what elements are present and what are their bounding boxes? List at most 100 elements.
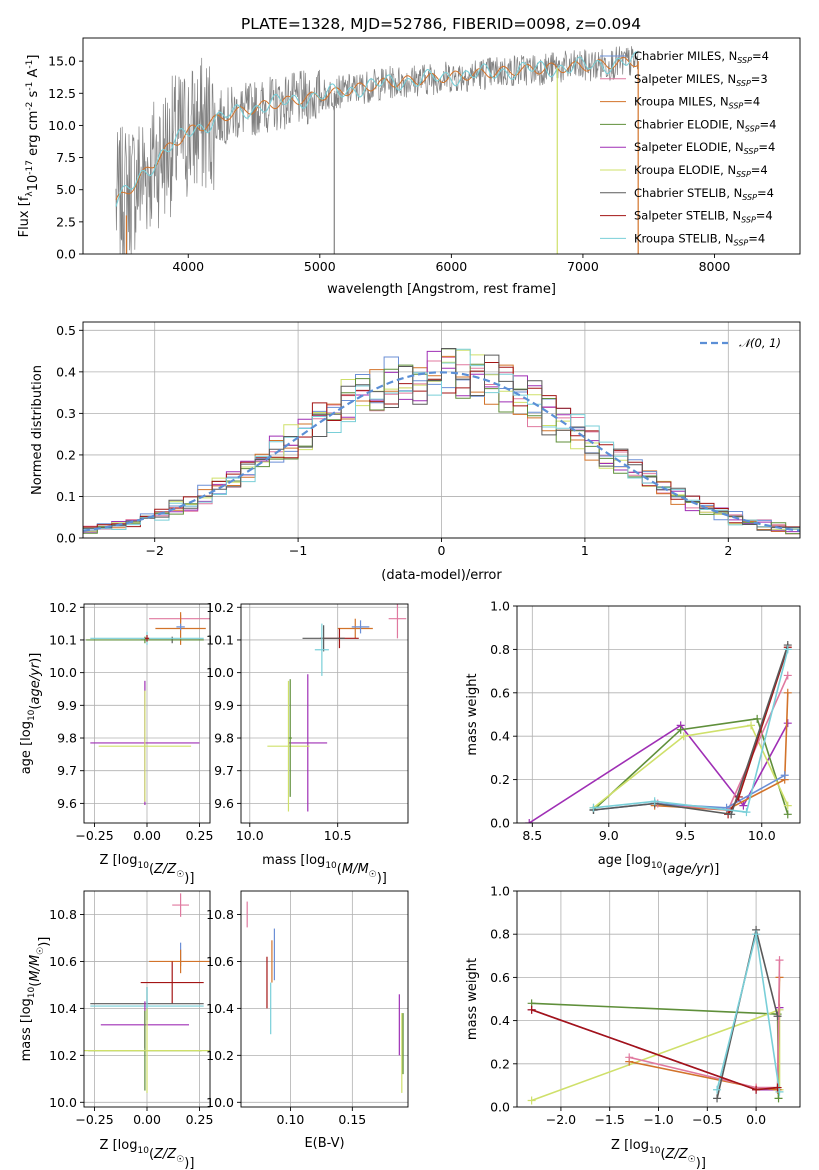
weight_vs_age-ytick-label: 0.4 (490, 729, 510, 744)
legend-label-chabrier_miles: Chabrier MILES, NSSP=4 (634, 49, 769, 65)
weight_vs_age-marker-chabrier_stelib (727, 810, 736, 819)
age_vs_mass-frame (240, 603, 409, 824)
weight_vs_Z-marker-salpeter_stelib (752, 1085, 761, 1094)
age_vs_mass-ytick-label: 9.9 (214, 698, 234, 713)
legend-label-gaussian: 𝒩(0, 1) (739, 336, 781, 350)
spectrum-ytick-label: 7.5 (56, 150, 76, 165)
age_vs_Z-axes: −0.25 0.00 0.25 9.6 9.7 9.8 9.9 10.0 10.1 10.2 Z [… (19, 600, 213, 886)
mass_vs_Z-ytick-label: 10.2 (49, 1048, 77, 1063)
residuals-axes: −2 −1 0 1 2 0.0 0.1 0.2 0.3 0.4 0.5 𝒩(0, 1) (data-mo… (30, 321, 801, 583)
mass_vs_Z-ytick-label: 10.0 (49, 1095, 77, 1110)
spectrum-xtick-label: 8000 (699, 259, 731, 274)
weight_vs_Z-marker-salpeter_miles (775, 956, 784, 965)
mass_vs_ebv-plot-area (246, 901, 404, 1093)
weight_vs_age-line-salpeter_elodie (528, 722, 789, 823)
mass_vs_Z-ytick-label: 10.6 (49, 954, 77, 969)
age_vs_Z-ytick-label: 9.6 (57, 796, 77, 811)
age_vs_Z-ytick-label: 9.9 (57, 698, 77, 713)
residuals-ytick-label: 0.4 (56, 364, 76, 379)
weight_vs_age-line-kroupa_stelib (593, 649, 789, 813)
residuals-xtick-label: −1 (289, 543, 307, 558)
spectrum-ytick-label: 2.5 (56, 214, 76, 229)
residuals-ytick-label: 0.0 (56, 531, 76, 546)
weight_vs_Z-marker-salpeter_stelib (773, 1083, 782, 1092)
weight_vs_age-marker-kroupa_miles (783, 688, 792, 697)
weight_vs_Z-ytick-label: 0.8 (490, 927, 510, 942)
weight_vs_Z-marker-salpeter_stelib (527, 1005, 536, 1014)
weight_vs_Z-ytick-label: 0.6 (490, 970, 510, 985)
weight_vs_Z-ytick-label: 0.2 (490, 1056, 510, 1071)
weight_vs_Z-marker-kroupa_stelib (775, 1087, 784, 1096)
mass_vs_Z-frame (83, 890, 211, 1108)
weight_vs_Z-plot-area (527, 925, 784, 1105)
weight_vs_Z-line-salpeter_miles (629, 960, 781, 1089)
residuals-ytick-label: 0.5 (56, 323, 76, 338)
weight_vs_age-marker-chabrier_elodie (676, 725, 685, 734)
age_vs_Z-ytick-label: 9.7 (57, 763, 77, 778)
mass_vs_ebv-ytick-label: 10.6 (206, 954, 234, 969)
legend-label-kroupa_miles: Kroupa MILES, NSSP=4 (634, 95, 760, 111)
weight_vs_Z-axes: −2.0 −1.5 −1.0 −0.5 0.0 0.0 0.2 0.4 0.6 0.8 1.0 mas… (465, 884, 801, 1170)
weight_vs_age-ytick-label: 0.2 (490, 772, 510, 787)
weight_vs_Z-xtick-label: 0.0 (746, 1112, 766, 1127)
mass_vs_Z-plot-area (84, 893, 210, 1093)
weight_vs_age-marker-salpeter_stelib (734, 792, 743, 801)
weight_vs_age-line-chabrier_elodie (592, 717, 789, 815)
age_vs_mass-ytick-label: 10.2 (206, 600, 234, 615)
legend-label-salpeter_elodie: Salpeter ELODIE, NSSP=4 (634, 140, 775, 156)
weight_vs_Z-xtick-label: −1.5 (595, 1112, 625, 1127)
age_vs_mass-ytick-label: 9.8 (214, 731, 234, 746)
residuals-xtick-label: −2 (145, 543, 163, 558)
spectrum-ytick-label: 12.5 (48, 86, 76, 101)
spectrum-legend: Chabrier MILES, NSSP=4 Salpeter MILES, NS… (600, 49, 776, 247)
weight_vs_age-ytick-label: 0.6 (490, 685, 510, 700)
age_vs_Z-ytick-label: 10.0 (49, 665, 77, 680)
legend-label-salpeter_stelib: Salpeter STELIB, NSSP=4 (634, 209, 773, 225)
age_vs_Z-ytick-label: 10.1 (49, 632, 77, 647)
weight_vs_age-marker-kroupa_stelib (783, 645, 792, 654)
figure-title: PLATE=1328, MJD=52786, FIBERID=0098, z=0… (241, 15, 641, 33)
spectrum-xlabel: wavelength [Angstrom, rest frame] (327, 282, 556, 297)
weight_vs_Z-xtick-label: −2.0 (546, 1112, 576, 1127)
legend-label-kroupa_stelib: Kroupa STELIB, NSSP=4 (634, 231, 765, 247)
age_vs_Z-plot-area (86, 612, 210, 806)
residuals-xlabel: (data-model)/error (381, 568, 502, 583)
weight_vs_Z-xtick-label: −0.5 (692, 1112, 722, 1127)
age_vs_Z-xtick-label: 0.25 (186, 828, 214, 843)
weight_vs_age-marker-chabrier_elodie (753, 714, 762, 723)
weight_vs_age-marker-salpeter_elodie (525, 819, 534, 823)
age_vs_mass-xtick-label: 10.0 (236, 828, 264, 843)
spectrum-plot-area (115, 46, 639, 254)
weight_vs_age-marker-kroupa_stelib (742, 808, 751, 817)
spectrum-ytick-label: 15.0 (48, 54, 76, 69)
spectrum-xtick-label: 6000 (435, 259, 467, 274)
age_vs_Z-ylabel: age [log10(age/yr)] (19, 653, 43, 775)
weight_vs_Z-ylabel: mass weight (465, 958, 480, 1040)
residuals-plot-area (83, 348, 800, 535)
mass_vs_Z-ylabel: mass [log10(M/M☉)] (19, 937, 52, 1062)
age_vs_Z-frame (83, 603, 211, 824)
weight_vs_age-marker-kroupa_elodie (783, 801, 792, 810)
weight_vs_Z-marker-salpeter_miles (625, 1053, 634, 1062)
legend-label-salpeter_miles: Salpeter MILES, NSSP=3 (634, 72, 768, 88)
weight_vs_age-ytick-label: 0.0 (490, 816, 510, 831)
age_vs_mass-ytick-label: 10.1 (206, 632, 234, 647)
weight_vs_age-marker-kroupa_elodie (679, 732, 688, 741)
mass_vs_Z-ytick-label: 10.8 (49, 907, 77, 922)
age_vs_mass-ytick-label: 10.0 (206, 665, 234, 680)
mass_vs_Z-axes: −0.25 0.00 0.25 10.0 10.2 10.4 10.6 10.8 Z [log1… (19, 890, 213, 1170)
age_vs_mass-ytick-label: 9.6 (214, 796, 234, 811)
weight_vs_Z-ytick-label: 0.4 (490, 1013, 510, 1028)
mass_vs_ebv-xtick-label: 0.15 (338, 1112, 366, 1127)
weight_vs_age-marker-chabrier_miles (780, 771, 789, 780)
residuals-xtick-label: 2 (724, 543, 732, 558)
residuals-ylabel: Normed distribution (30, 365, 45, 495)
weight_vs_age-marker-kroupa_stelib (589, 803, 598, 812)
mass_vs_ebv-xlabel: E(B-V) (304, 1136, 344, 1151)
age_vs_mass-ytick-label: 9.7 (214, 763, 234, 778)
legend-label-kroupa_elodie: Kroupa ELODIE, NSSP=4 (634, 163, 768, 179)
residuals-ytick-label: 0.2 (56, 447, 76, 462)
weight_vs_age-marker-kroupa_elodie (747, 721, 756, 730)
residuals-xtick-label: 0 (438, 543, 446, 558)
